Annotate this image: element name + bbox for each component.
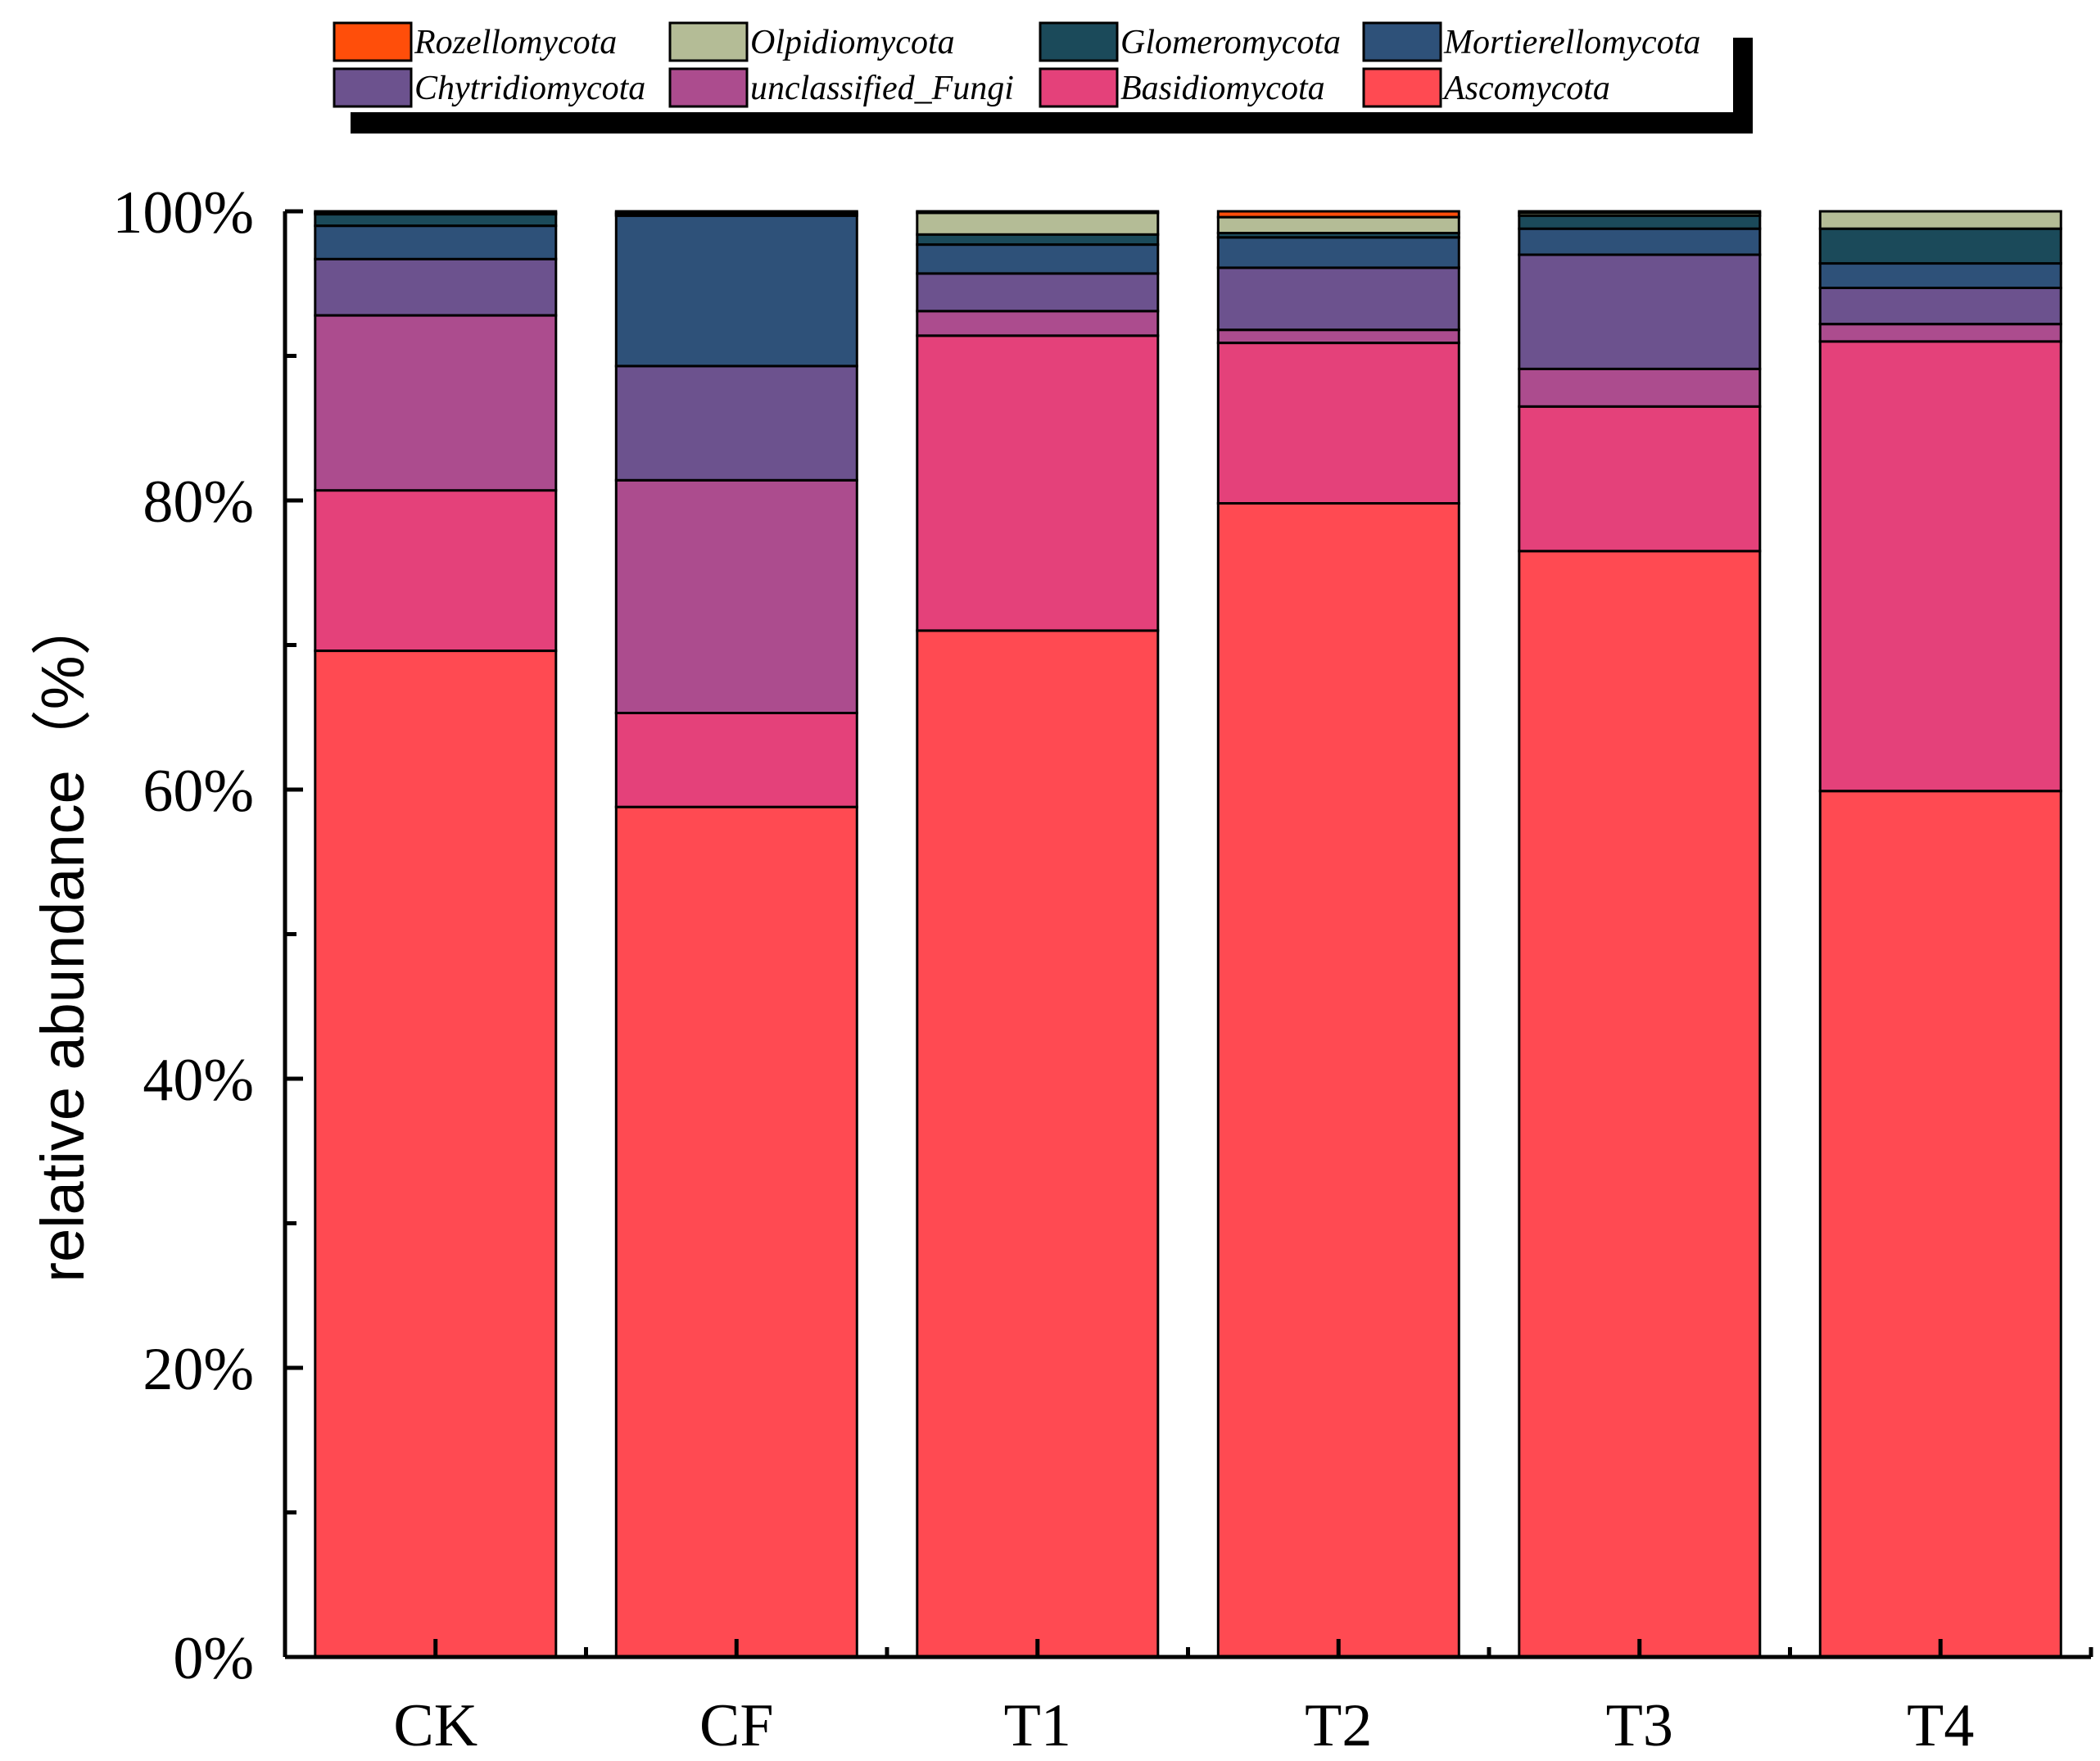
legend-swatch-unclassified-fungi (668, 67, 749, 108)
bar-segment-t1-chytridiomycota (916, 272, 1160, 313)
x-tick-label-t1: T1 (1004, 1692, 1071, 1759)
legend-swatch-basidiomycota (1039, 67, 1119, 108)
bar-segment-t2-olpidiomycota (1216, 215, 1460, 235)
legend-swatch-glomeromycota (1039, 21, 1119, 62)
x-tick-label-cf: CF (699, 1692, 774, 1759)
bar-segment-t2-mortierellomycota (1216, 236, 1460, 269)
y-tick-label-40: 40% (143, 1047, 254, 1114)
bar-segment-cf-rozellomycota (614, 210, 858, 215)
legend-swatch-olpidiomycota (668, 21, 749, 62)
bar-segment-t2-unclassified-fungi (1216, 328, 1460, 345)
legend-label-basidiomycota: Basidiomycota (1120, 70, 1325, 107)
bar-segment-t3-chytridiomycota (1518, 253, 1762, 370)
bar-segment-t3-ascomycota (1518, 550, 1762, 1659)
plot-area: 0% 20% 40% 60% 80% 100% CK CF T1 T2 T3 T4 (112, 179, 2093, 1759)
bar-segment-t4-basidiomycota (1818, 340, 2062, 793)
bar-segment-t1-glomeromycota (916, 233, 1160, 247)
bar-segment-ck-basidiomycota (314, 489, 558, 652)
bar-segment-cf-mortierellomycota (614, 214, 858, 368)
bar-segment-ck-chytridiomycota (314, 257, 558, 317)
y-axis-label: relative abundance（%） (29, 595, 97, 1282)
bar-segment-t2-basidiomycota (1216, 342, 1460, 505)
bar-segment-t3-unclassified-fungi (1518, 367, 1762, 408)
bar-segment-t3-mortierellomycota (1518, 227, 1762, 256)
bar-segment-cf-basidiomycota (614, 712, 858, 808)
bar-segment-t4-mortierellomycota (1818, 262, 2062, 289)
legend-label-ascomycota: Ascomycota (1441, 70, 1610, 107)
bar-segment-t4-unclassified-fungi (1818, 323, 2062, 343)
bar-segment-ck-ascomycota (314, 650, 558, 1659)
bar-segment-ck-mortierellomycota (314, 224, 558, 260)
bar-segment-t1-olpidiomycota (916, 211, 1160, 236)
legend: Rozellomycota Olpidiomycota Glomeromycota M… (331, 18, 1753, 134)
bar-segment-ck-glomeromycota (314, 213, 558, 228)
legend-label-glomeromycota: Glomeromycota (1120, 24, 1341, 61)
bar-segment-t3-basidiomycota (1518, 405, 1762, 553)
x-tick-label-t3: T3 (1606, 1692, 1673, 1759)
y-tick-label-60: 60% (143, 758, 254, 825)
legend-label-chytridiomycota: Chytridiomycota (414, 70, 645, 107)
y-tick-label-0: 0% (173, 1625, 254, 1692)
legend-shadow-side (1733, 38, 1753, 134)
bar-segment-cf-ascomycota (614, 805, 858, 1659)
bar-segment-t2-ascomycota (1216, 502, 1460, 1659)
bar-segment-t4-olpidiomycota (1818, 210, 2062, 230)
legend-swatch-chytridiomycota (333, 67, 413, 108)
bar-segment-t1-ascomycota (916, 629, 1160, 1659)
bar-segment-cf-unclassified-fungi (614, 478, 858, 714)
bar-segment-t1-rozellomycota (916, 210, 1160, 215)
x-tick-label-ck: CK (393, 1692, 477, 1759)
legend-label-rozellomycota: Rozellomycota (414, 24, 617, 61)
y-tick-label-80: 80% (143, 469, 254, 536)
bar-segment-ck-rozellomycota (314, 210, 558, 215)
x-tick-label-t4: T4 (1907, 1692, 1974, 1759)
bar-segment-t1-basidiomycota (916, 334, 1160, 632)
legend-label-unclassified-fungi: unclassified_Fungi (750, 70, 1014, 107)
legend-box (331, 18, 1733, 112)
bar-segment-t1-mortierellomycota (916, 243, 1160, 275)
bar-segment-t4-glomeromycota (1818, 227, 2062, 265)
legend-swatch-mortierellomycota (1362, 21, 1442, 62)
bar-segment-ck-unclassified-fungi (314, 314, 558, 492)
bar-segment-t2-rozellomycota (1216, 210, 1460, 219)
y-tick-label-100: 100% (112, 179, 254, 247)
bar-segment-t2-chytridiomycota (1216, 266, 1460, 332)
legend-swatch-rozellomycota (333, 21, 413, 62)
y-tick-label-20: 20% (143, 1336, 254, 1403)
bar-segment-cf-chytridiomycota (614, 364, 858, 482)
bar-segment-t3-rozellomycota (1518, 210, 1762, 215)
legend-label-mortierellomycota: Mortierellomycota (1443, 24, 1700, 61)
legend-swatch-ascomycota (1362, 67, 1442, 108)
bar-segment-t4-chytridiomycota (1818, 287, 2062, 326)
x-tick-label-t2: T2 (1305, 1692, 1372, 1759)
bar-segment-t3-glomeromycota (1518, 214, 1762, 230)
bar-segment-t4-ascomycota (1818, 790, 2062, 1659)
bar-segment-t1-unclassified-fungi (916, 310, 1160, 337)
legend-label-olpidiomycota: Olpidiomycota (750, 24, 955, 61)
